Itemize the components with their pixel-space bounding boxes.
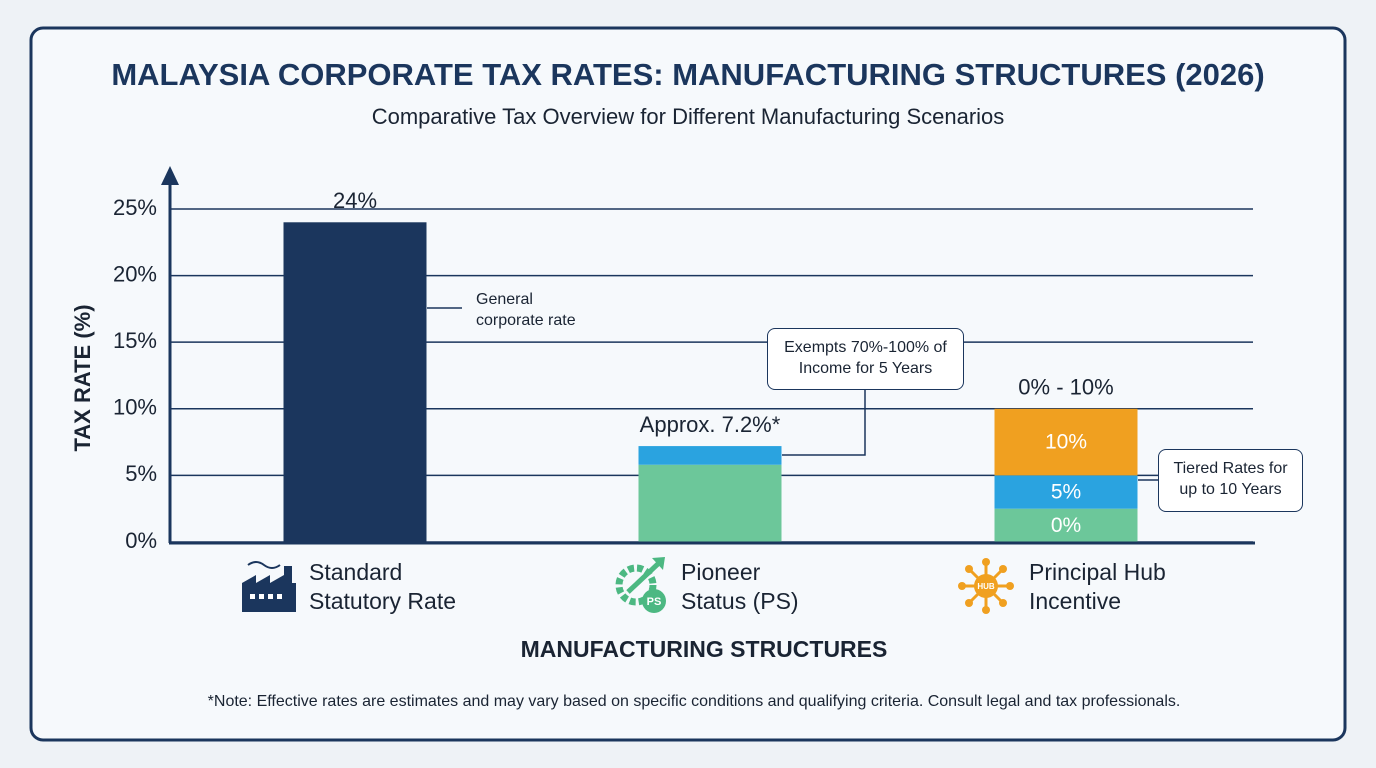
- factory-icon: [242, 561, 296, 612]
- bar-segment: [283, 222, 427, 543]
- x-axis-label: MANUFACTURING STRUCTURES: [521, 636, 888, 662]
- chart-title: MALAYSIA CORPORATE TAX RATES: MANUFACTUR…: [111, 57, 1264, 92]
- y-tick-label: 15%: [113, 328, 157, 353]
- svg-text:PS: PS: [647, 596, 662, 608]
- segment-label: 0%: [1051, 514, 1081, 537]
- bar-segment: [994, 508, 1138, 542]
- chart-subtitle: Comparative Tax Overview for Different M…: [372, 104, 1005, 129]
- y-tick-label: 5%: [125, 461, 157, 486]
- y-tick-label: 0%: [125, 528, 157, 553]
- annotation: General corporate rate: [476, 291, 576, 329]
- y-tick-label: 20%: [113, 261, 157, 286]
- bar-segment: [994, 408, 1138, 476]
- segment-label: 5%: [1051, 481, 1081, 504]
- y-tick-label: 10%: [113, 395, 157, 420]
- x-tick-label: Pioneer Status (PS): [681, 559, 799, 614]
- pioneer-icon: PS: [615, 557, 666, 613]
- x-tick-label: Standard Statutory Rate: [309, 559, 457, 614]
- bar-segment: [994, 475, 1138, 509]
- frame: [29, 26, 1347, 742]
- segment-label: 10%: [1045, 431, 1087, 454]
- bar-segment: [638, 446, 782, 465]
- bar-label: 0% - 10%: [1018, 375, 1113, 400]
- bar-label: 24%: [333, 188, 377, 213]
- bar-segment: [638, 464, 782, 542]
- connector: [782, 390, 866, 456]
- axis-arrow: [161, 166, 179, 185]
- y-tick-label: 25%: [113, 195, 157, 220]
- annotation-box: Tiered Rates for up to 10 Years: [1158, 449, 1303, 512]
- hub-icon: HUB: [958, 558, 1014, 614]
- annotation-box: Exempts 70%-100% of Income for 5 Years: [767, 328, 964, 390]
- note: *Note: Effective rates are estimates and…: [208, 693, 1181, 710]
- bar-label: Approx. 7.2%*: [640, 412, 781, 437]
- y-axis-label: TAX RATE (%): [70, 304, 95, 451]
- x-tick-label: Principal Hub Incentive: [1029, 559, 1166, 614]
- svg-text:HUB: HUB: [977, 582, 995, 591]
